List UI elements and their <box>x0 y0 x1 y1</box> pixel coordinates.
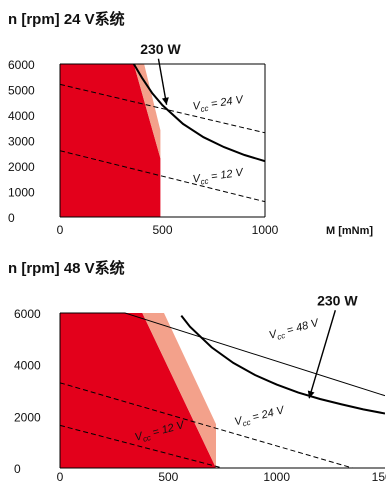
power-arrow <box>157 58 168 105</box>
x-tick-label: 0 <box>57 470 64 484</box>
chart-24v: n [rpm] 24 V系统 0 1000 2000 3000 4000 5000 6000 0… <box>8 10 373 237</box>
series-line-vcc-24-v <box>60 382 353 468</box>
chart-48v: n [rpm] 48 V系统 0 2000 4000 6000 0 500 1000 1500 2… <box>8 259 386 484</box>
plot-area <box>60 63 265 217</box>
power-arrowhead <box>161 97 169 105</box>
x-tick-label: 500 <box>152 223 172 237</box>
series-line-vcc-12-v <box>60 424 223 468</box>
power-arrow <box>308 310 337 399</box>
x-tick-label: 1500 <box>372 470 386 484</box>
power-label: 230 W <box>317 292 358 308</box>
x-tick-label: 1000 <box>252 223 279 237</box>
voltage-label: Vcc = 12 V <box>192 166 246 187</box>
chart-title: n [rpm] 48 V系统 <box>8 259 125 277</box>
plot-area <box>60 312 385 468</box>
x-tick-label: 1000 <box>263 470 290 484</box>
voltage-label: Vcc = 24 V <box>233 404 287 430</box>
chart-title: n [rpm] 24 V系统 <box>8 10 125 28</box>
series-line-vcc-48-v <box>60 312 385 397</box>
series-line-230-w <box>180 314 385 415</box>
region-continuous-operation <box>60 64 161 217</box>
voltage-label: Vcc = 48 V <box>268 317 322 344</box>
y-tick-label: 6000 <box>14 307 41 321</box>
y-tick-label: 0 <box>14 462 21 476</box>
series-line-vcc-24-v <box>60 83 265 134</box>
x-tick-label: 0 <box>57 223 64 237</box>
y-tick-label: 4000 <box>8 109 35 123</box>
y-tick-label: 2000 <box>14 410 41 424</box>
y-tick-label: 1000 <box>8 186 35 200</box>
series-line-230-w <box>132 63 265 163</box>
region-short-term-operation <box>142 313 216 468</box>
series-line-vcc-12-v <box>60 150 265 203</box>
y-tick-label: 4000 <box>14 359 41 373</box>
x-tick-label: 500 <box>158 470 178 484</box>
region-continuous-operation <box>60 313 216 468</box>
y-tick-label: 5000 <box>8 84 35 98</box>
region-short-term-operation <box>133 64 161 159</box>
y-tick-label: 0 <box>8 211 15 225</box>
y-tick-label: 3000 <box>8 135 35 149</box>
voltage-label: Vcc = 24 V <box>192 94 246 115</box>
power-arrowhead <box>307 390 315 399</box>
y-tick-label: 6000 <box>8 58 35 72</box>
x-axis-label: M [mNm] <box>326 225 373 237</box>
power-label: 230 W <box>140 41 181 57</box>
y-tick-label: 2000 <box>8 160 35 174</box>
